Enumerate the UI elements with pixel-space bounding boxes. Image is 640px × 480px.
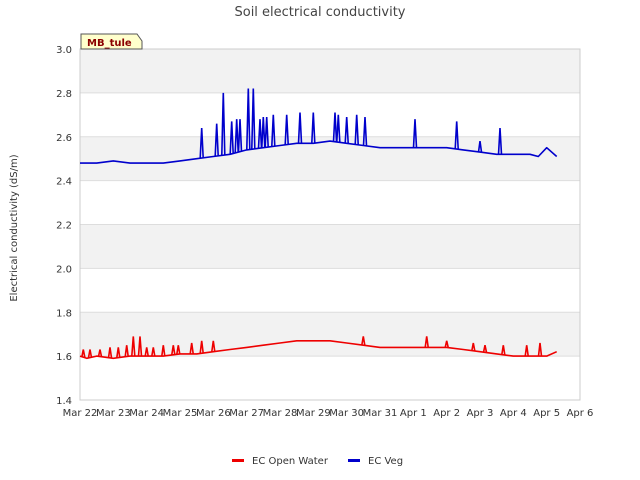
series-spike [444,340,449,348]
series-spike [87,349,93,358]
legend-item-ec-open-water: EC Open Water [232,456,329,467]
series-layer [79,88,558,360]
x-tick-label: Apr 6 [567,408,594,419]
series-spike [161,345,166,357]
chart-title: Soil electrical conductivity [234,5,405,20]
grid-band [80,312,580,357]
series-spike [144,347,149,357]
x-tick-label: Mar 28 [263,408,298,419]
series-spike [336,114,341,143]
y-tick-label: 2.0 [56,264,72,275]
x-tick-label: Mar 31 [363,408,398,419]
series-spike [297,112,303,144]
series-spike [284,114,289,145]
y-axis-label: Electrical conductivity (dS/m) [9,154,20,301]
series-spike [97,349,103,357]
series-spike [332,112,338,142]
y-tick-label: 2.6 [56,133,72,144]
x-tick-label: Mar 23 [96,408,131,419]
series-spike [412,119,418,148]
series-spike [171,345,176,355]
series-spike [501,345,506,355]
series-spike [477,140,483,153]
series-spike [189,342,194,355]
series-spike [131,336,136,357]
y-tick-label: 2.2 [56,221,72,232]
legend-item-ec-veg: EC Veg [348,456,403,467]
series-spike [151,347,156,357]
series-spike [199,340,204,354]
series-spike [264,116,269,148]
legend-swatch [232,459,244,462]
y-tick-label: 1.6 [56,352,72,363]
x-tick-label: Apr 5 [533,408,560,419]
series-spike [229,121,234,154]
legend: EC Open Water EC Veg [232,456,403,467]
x-tick-label: Apr 3 [467,408,494,419]
series-spike [271,114,276,147]
x-tick-label: Mar 25 [163,408,198,419]
x-tick-label: Mar 29 [296,408,331,419]
grid-band [80,224,580,269]
x-tick-label: Apr 1 [400,408,427,419]
legend-label: EC Open Water [252,456,329,467]
series-spike [344,116,349,144]
series-spike [234,119,239,153]
series-spike [211,340,216,352]
x-tick-label: Apr 4 [500,408,527,419]
plot-frame [79,48,581,401]
series-spike [81,349,86,358]
series-spike [124,345,129,357]
series-spike [257,119,263,149]
background-bands [80,49,580,357]
series-spike [537,342,543,357]
series-spike [137,336,143,357]
series-spike [107,347,113,359]
x-tick-label: Mar 30 [329,408,364,419]
x-tick-label: Apr 2 [433,408,460,419]
y-tick-label: 2.8 [56,89,72,100]
series-spike [221,92,226,156]
series-spike [251,88,256,150]
series-spike [362,116,368,146]
y-tick-label: 2.4 [56,177,72,188]
series-spike [199,127,204,159]
series-spike [237,119,243,152]
legend-label: EC Veg [368,456,403,467]
series-spike [361,336,366,346]
grid-band [80,49,580,93]
x-tick-label: Mar 22 [63,408,98,419]
series-spike [454,121,459,150]
y-tick-label: 1.4 [56,396,72,407]
series-spike [261,116,266,148]
series-spike [176,345,181,355]
series-ec-veg [80,88,558,164]
x-tick-label: Mar 27 [229,408,264,419]
site-tag-box [80,33,143,50]
series-spike [354,114,359,145]
series-spike [497,127,503,155]
series-spike [424,336,429,348]
site-tag: MB_tule [80,33,143,50]
legend-swatch [348,459,360,462]
y-tick-label: 1.8 [56,308,72,319]
series-line [79,339,558,360]
y-axis-ticks: 1.4 1.6 1.8 2.0 2.2 2.4 2.6 2.8 3.0 [56,45,72,407]
y-tick-label: 3.0 [56,45,72,56]
x-tick-label: Mar 26 [196,408,231,419]
series-spike [246,88,251,150]
series-line [80,140,558,164]
series-ec-open-water [79,336,558,360]
series-spike [116,347,121,358]
x-tick-label: Mar 24 [129,408,164,419]
series-spike [311,112,316,144]
site-tag-label: MB_tule [87,38,132,49]
series-spike [524,345,529,357]
series-spike [471,342,476,352]
series-spike [482,345,488,353]
series-spike [214,123,219,157]
grid-band [80,136,580,181]
